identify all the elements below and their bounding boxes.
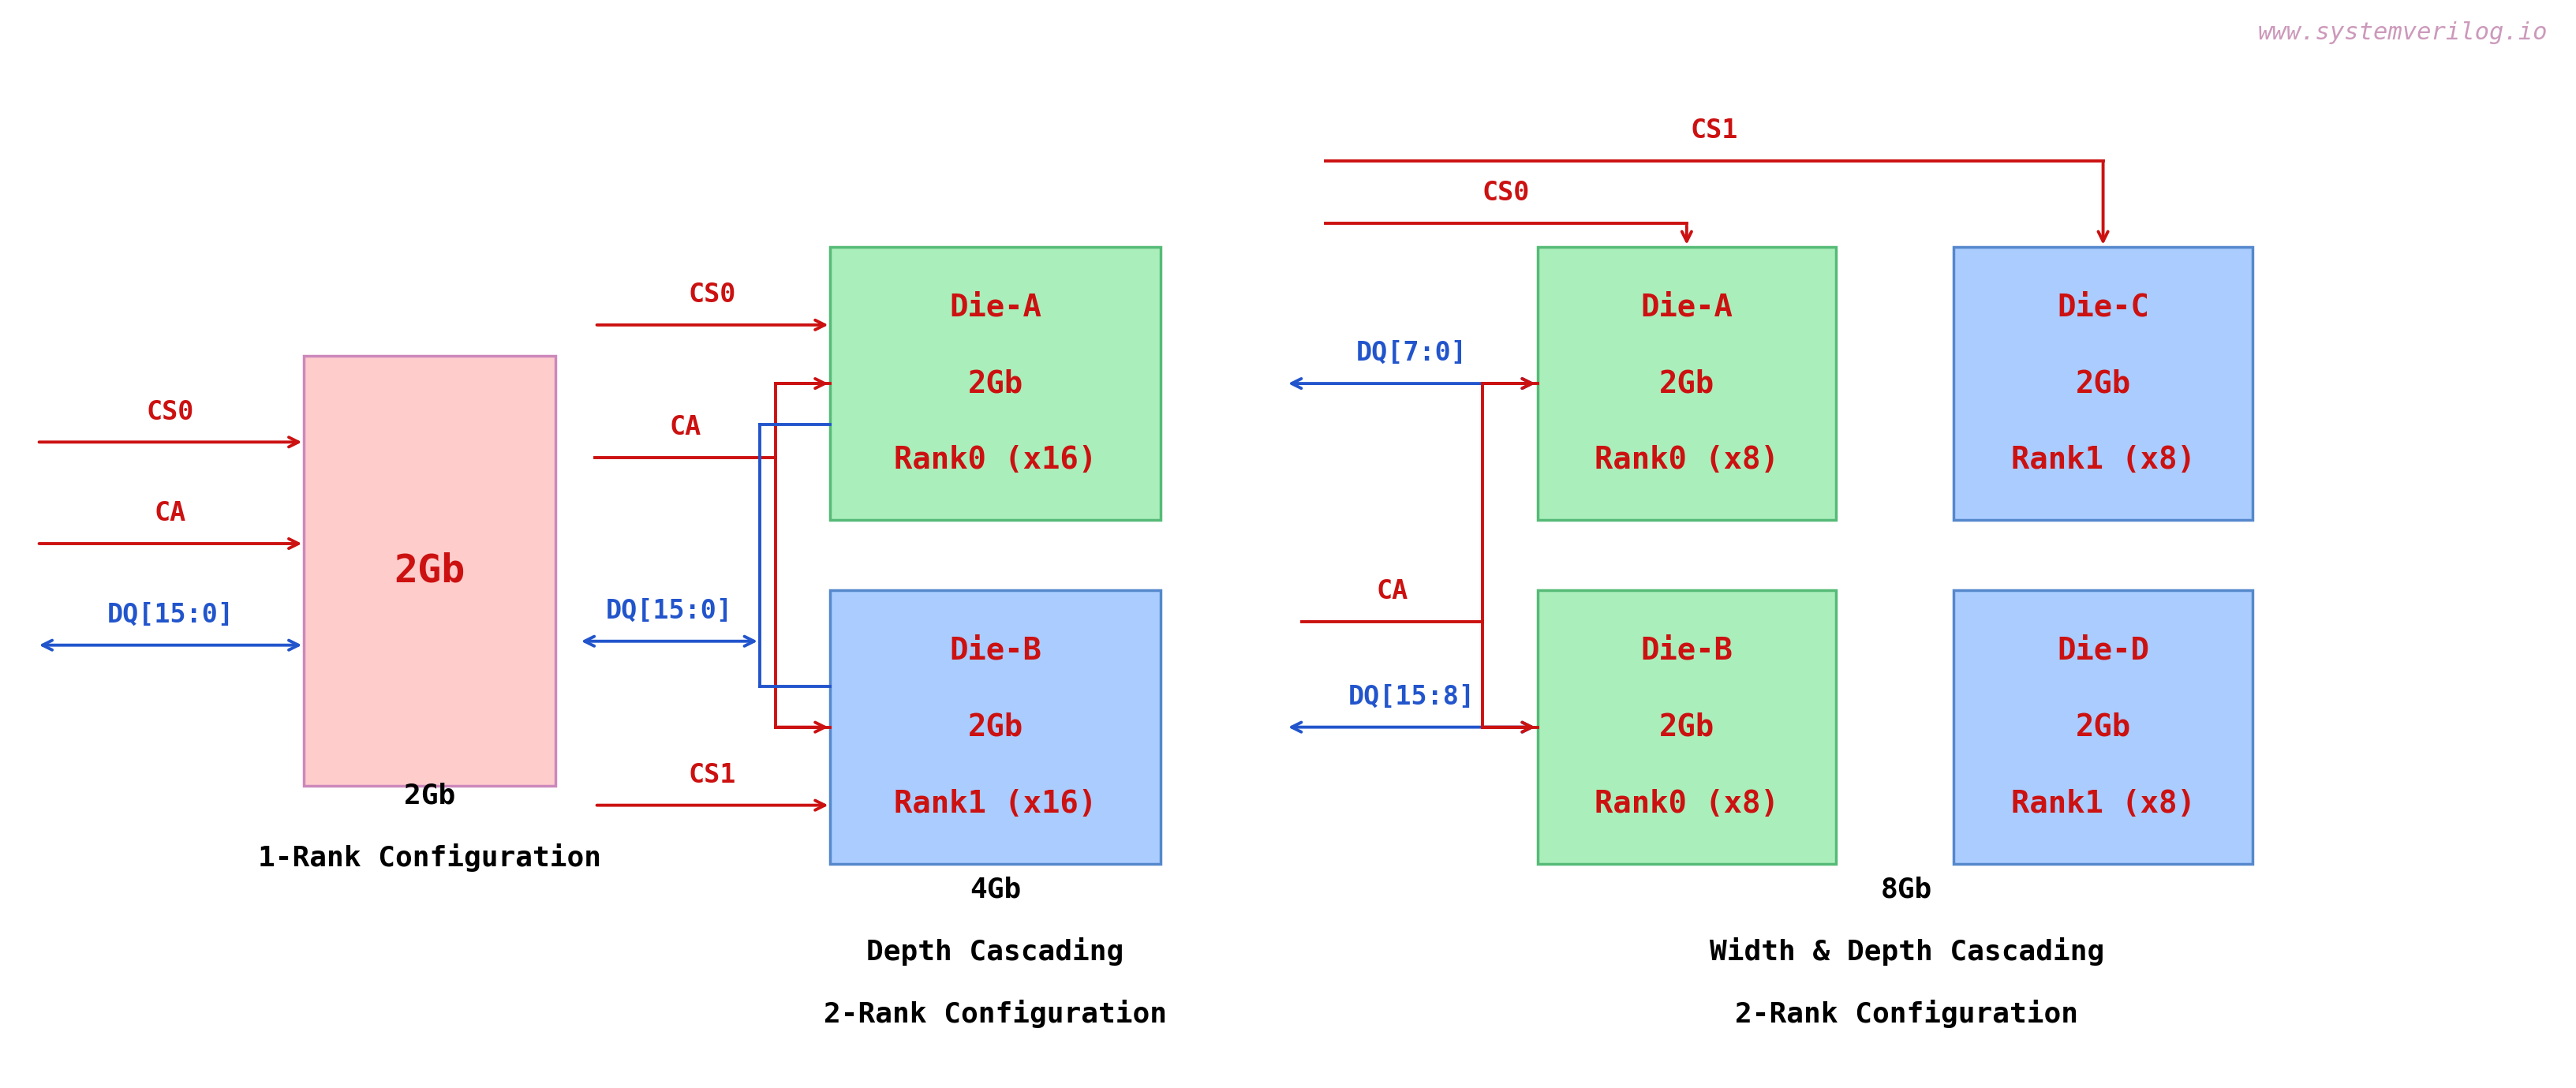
Text: Die-A: Die-A [1641,292,1731,322]
Text: DQ[15:0]: DQ[15:0] [108,602,234,628]
Text: 2Gb: 2Gb [404,782,456,809]
Text: DQ[15:0]: DQ[15:0] [605,598,732,625]
Text: 4Gb: 4Gb [969,876,1020,903]
FancyBboxPatch shape [304,356,556,786]
Text: 2Gb: 2Gb [969,713,1023,742]
Text: 8Gb: 8Gb [1880,876,1932,903]
Text: Rank0 (x16): Rank0 (x16) [894,445,1097,475]
Text: 2Gb: 2Gb [1659,713,1713,742]
Text: Die-C: Die-C [2056,292,2148,322]
Text: 1-Rank Configuration: 1-Rank Configuration [258,843,600,871]
Text: Rank1 (x8): Rank1 (x8) [2009,445,2195,475]
Text: Die-B: Die-B [948,635,1041,666]
FancyBboxPatch shape [1538,247,1837,520]
Text: Die-B: Die-B [1641,635,1731,666]
Text: 2-Rank Configuration: 2-Rank Configuration [1734,1000,2079,1028]
Text: Rank0 (x8): Rank0 (x8) [1595,445,1777,475]
Text: Die-D: Die-D [2056,635,2148,666]
Text: 2Gb: 2Gb [969,369,1023,398]
Text: CS1: CS1 [688,762,737,788]
FancyBboxPatch shape [1953,247,2251,520]
FancyBboxPatch shape [829,247,1159,520]
Text: CA: CA [1376,579,1406,605]
Text: 2Gb: 2Gb [1659,369,1713,398]
FancyBboxPatch shape [1538,591,1837,864]
Text: Rank1 (x8): Rank1 (x8) [2009,789,2195,818]
Text: CS0: CS0 [1481,181,1530,207]
FancyBboxPatch shape [1953,591,2251,864]
Text: www.systemverilog.io: www.systemverilog.io [2257,21,2548,44]
Text: DQ[15:8]: DQ[15:8] [1347,684,1476,710]
Text: 2Gb: 2Gb [2074,713,2130,742]
Text: Rank0 (x8): Rank0 (x8) [1595,789,1777,818]
Text: CA: CA [670,415,701,441]
FancyBboxPatch shape [829,591,1159,864]
Text: CS0: CS0 [147,399,193,425]
Text: 2Gb: 2Gb [394,552,466,590]
Text: CS1: CS1 [1690,118,1736,144]
Text: CA: CA [155,500,185,527]
Text: Die-A: Die-A [948,292,1041,322]
Text: 2-Rank Configuration: 2-Rank Configuration [824,1000,1167,1028]
Text: Depth Cascading: Depth Cascading [866,937,1123,965]
Text: Width & Depth Cascading: Width & Depth Cascading [1708,937,2105,965]
Text: CS0: CS0 [688,282,737,308]
Text: Rank1 (x16): Rank1 (x16) [894,789,1097,818]
Text: DQ[7:0]: DQ[7:0] [1355,341,1466,367]
Text: 2Gb: 2Gb [2074,369,2130,398]
